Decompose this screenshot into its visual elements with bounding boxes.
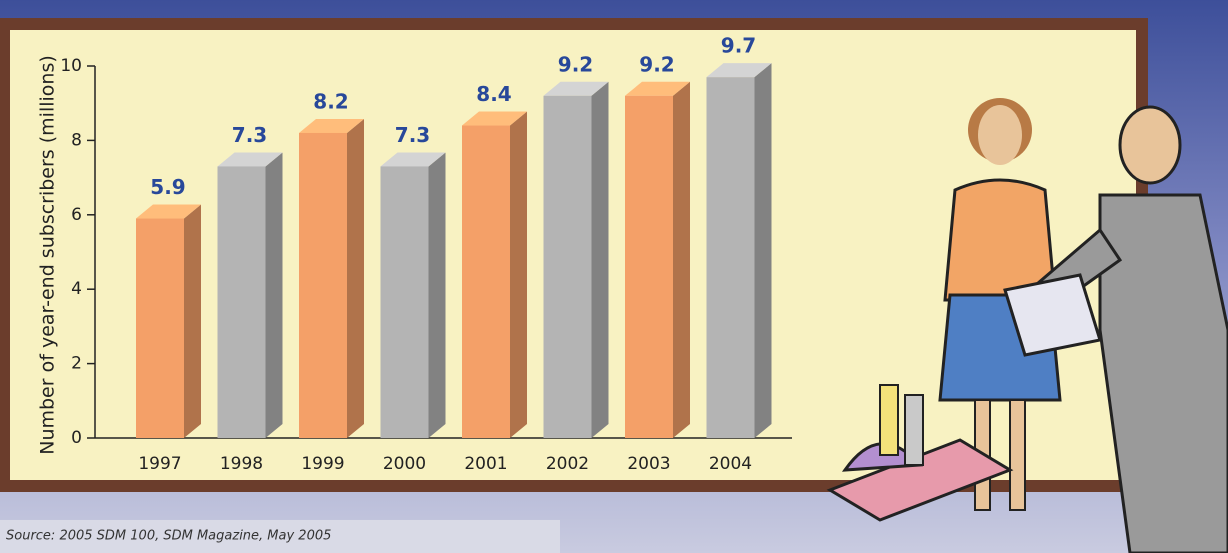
bar-side xyxy=(591,81,609,438)
bar-front xyxy=(706,77,755,438)
y-tick-label: 4 xyxy=(71,279,82,299)
value-label: 5.9 xyxy=(150,175,185,199)
x-tick-label: 2003 xyxy=(627,454,670,474)
y-tick-label: 2 xyxy=(71,354,82,374)
value-label: 7.3 xyxy=(395,123,430,147)
bar xyxy=(217,152,283,438)
value-label: 9.2 xyxy=(639,52,674,76)
x-tick-label: 2001 xyxy=(464,454,507,474)
x-tick-label: 1999 xyxy=(301,454,344,474)
value-label: 9.2 xyxy=(558,52,593,76)
bar-side xyxy=(184,204,201,438)
bar xyxy=(625,81,690,438)
x-tick-label: 2000 xyxy=(383,454,426,474)
value-label: 8.2 xyxy=(313,89,348,113)
y-tick-label: 8 xyxy=(71,130,82,150)
value-label: 7.3 xyxy=(232,123,267,147)
bar-front xyxy=(543,95,592,438)
bar-top xyxy=(706,63,772,78)
bar-front xyxy=(299,132,347,438)
bar xyxy=(136,204,201,438)
source-strip xyxy=(0,520,560,553)
y-tick-label: 6 xyxy=(71,205,82,225)
bar-top xyxy=(136,204,201,219)
x-tick-label: 2002 xyxy=(546,454,589,474)
x-tick-label: 1997 xyxy=(138,454,181,474)
bar-side xyxy=(265,152,283,438)
x-tick-label: 2004 xyxy=(709,454,752,474)
y-tick-label: 10 xyxy=(60,56,82,76)
value-label: 9.7 xyxy=(721,34,756,58)
x-tick-label: 1998 xyxy=(220,454,263,474)
bar-side xyxy=(428,152,446,438)
value-label: 8.4 xyxy=(476,82,511,106)
bar-side xyxy=(347,118,364,439)
bar xyxy=(380,152,446,438)
bar xyxy=(706,63,772,438)
bar-top xyxy=(462,111,527,126)
y-axis-label: Number of year-end subscribers (millions… xyxy=(37,55,59,455)
bar-top xyxy=(380,152,446,167)
y-tick-label: 0 xyxy=(71,428,82,448)
bar-side xyxy=(673,81,690,438)
illustration xyxy=(826,98,1228,553)
bar xyxy=(299,118,364,439)
source: Source: 2005 SDM 100, SDM Magazine, May … xyxy=(6,529,331,544)
bar-top xyxy=(543,81,609,96)
bar-top xyxy=(299,118,364,133)
bar-front xyxy=(136,218,184,438)
bar xyxy=(462,111,527,439)
bar-front xyxy=(462,125,510,439)
bar-front xyxy=(625,95,673,438)
bar-side xyxy=(754,63,772,438)
bar xyxy=(543,81,609,438)
bar-front xyxy=(380,166,429,438)
bar-front xyxy=(217,166,266,438)
bar-side xyxy=(510,111,527,439)
bar-top xyxy=(217,152,283,167)
bar-top xyxy=(625,81,690,96)
